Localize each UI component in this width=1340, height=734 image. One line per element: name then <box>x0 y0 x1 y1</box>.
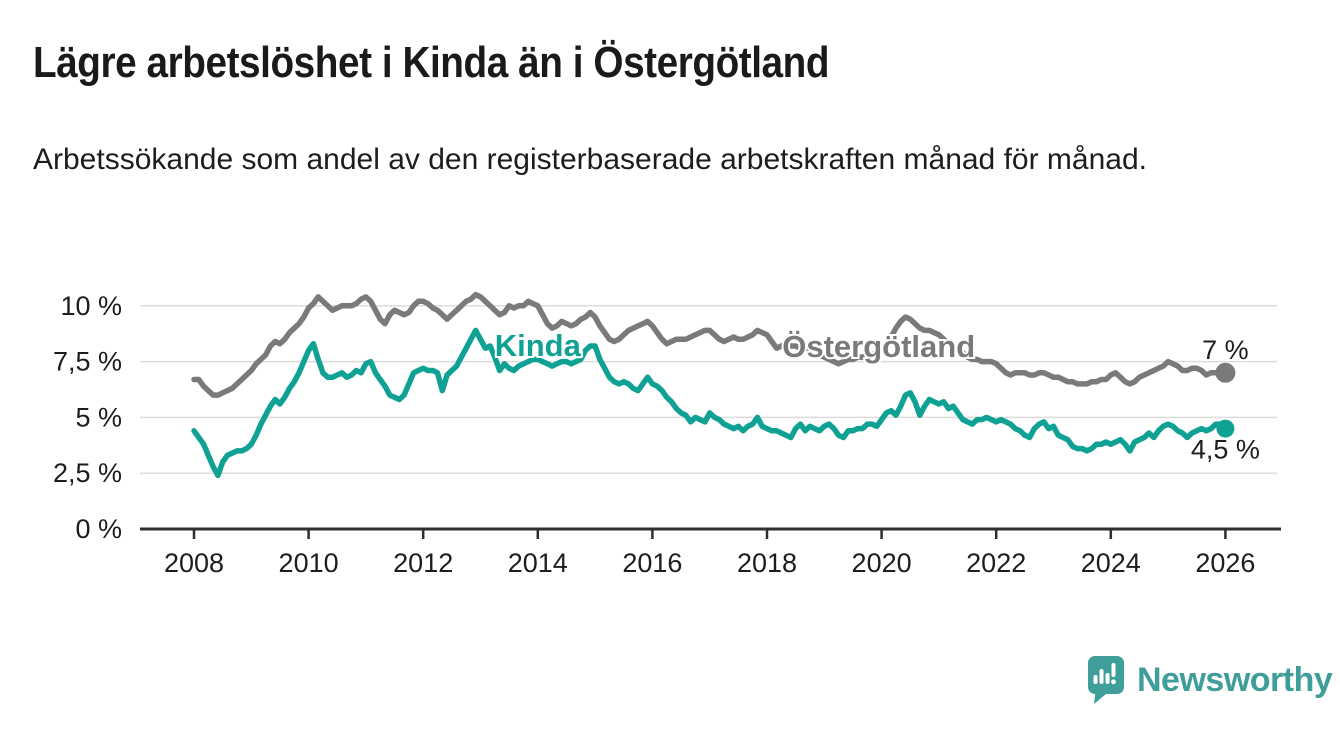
newsworthy-logo: Newsworthy <box>1086 654 1333 706</box>
newsworthy-logo-text: Newsworthy <box>1137 660 1333 699</box>
series-end-dot-östergötland <box>1215 362 1236 383</box>
series-label-östergötland: Östergötland <box>782 329 975 364</box>
x-axis-tick-label: 2014 <box>508 548 568 578</box>
x-axis-tick-label: 2010 <box>279 548 339 578</box>
x-axis-tick-label: 2012 <box>393 548 453 578</box>
series-end-label-kinda: 4,5 % <box>1191 435 1260 465</box>
y-axis-tick-label: 2,5 % <box>53 458 122 488</box>
newsworthy-bubble-chart-icon <box>1088 656 1124 704</box>
x-axis-tick-label: 2008 <box>164 548 224 578</box>
x-axis-tick-label: 2020 <box>852 548 912 578</box>
series-end-label-östergötland: 7 % <box>1202 335 1249 365</box>
series-line-kinda <box>191 327 1229 479</box>
x-axis-tick-label: 2018 <box>737 548 797 578</box>
series-label-kinda: Kinda <box>495 328 582 363</box>
series-line-östergötland <box>191 291 1229 398</box>
x-axis-tick-label: 2026 <box>1195 548 1255 578</box>
y-axis-tick-label: 5 % <box>75 402 122 432</box>
x-axis-tick-label: 2016 <box>622 548 682 578</box>
y-axis-tick-label: 0 % <box>75 514 122 544</box>
x-axis-tick-label: 2022 <box>966 548 1026 578</box>
x-axis-tick-label: 2024 <box>1081 548 1141 578</box>
y-axis-tick-label: 10 % <box>60 291 122 321</box>
page-subtitle: Arbetssökande som andel av den registerb… <box>33 143 1147 176</box>
series-end-dot-kinda <box>1216 419 1235 438</box>
y-axis-tick-label: 7,5 % <box>53 347 122 377</box>
page-title: Lägre arbetslöshet i Kinda än i Östergöt… <box>33 38 830 87</box>
